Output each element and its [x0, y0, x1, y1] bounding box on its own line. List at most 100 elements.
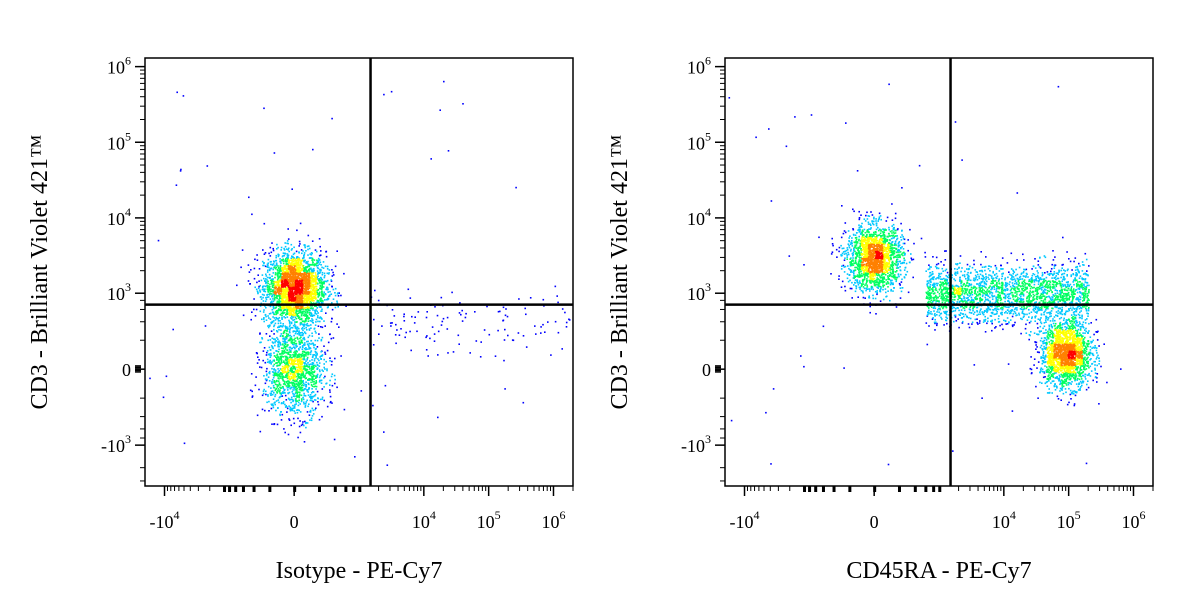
event-dot: [1096, 364, 1098, 367]
event-dot: [312, 314, 315, 317]
event-dot: [303, 362, 305, 364]
event-dot: [294, 403, 296, 406]
event-dot: [281, 280, 283, 282]
event-dot: [249, 283, 251, 285]
event-dot: [307, 296, 310, 298]
event-dot: [457, 334, 460, 337]
event-dot: [300, 314, 303, 316]
event-dot: [277, 355, 279, 358]
event-dot: [297, 354, 299, 356]
event-dot: [337, 306, 339, 308]
event-dot: [318, 238, 321, 240]
event-dot: [1043, 322, 1046, 324]
event-dot: [962, 320, 964, 323]
event-dot: [875, 220, 877, 222]
event-dot: [275, 291, 278, 294]
event-dot: [277, 305, 280, 307]
event-dot: [1071, 381, 1073, 383]
event-dot: [803, 264, 805, 266]
event-dot: [314, 289, 317, 291]
event-dot: [312, 302, 315, 304]
event-dot: [502, 319, 504, 322]
event-dot: [299, 411, 302, 413]
event-dot: [1003, 319, 1005, 322]
event-dot: [846, 273, 849, 275]
event-dot: [316, 316, 319, 319]
y-tick-label: 103: [107, 280, 131, 304]
event-dot: [268, 400, 270, 403]
event-dot: [925, 322, 928, 324]
event-dot: [277, 389, 279, 392]
event-dot: [275, 313, 278, 315]
event-dot: [902, 235, 904, 238]
event-dot: [853, 273, 855, 275]
event-dot: [282, 260, 285, 263]
event-dot: [331, 285, 333, 288]
event-dot: [564, 311, 566, 314]
event-dot: [297, 372, 300, 375]
event-dot: [287, 242, 289, 245]
event-dot: [299, 359, 302, 362]
event-dot: [312, 277, 314, 280]
event-dot: [312, 371, 315, 374]
event-dot: [285, 257, 287, 260]
event-dot: [1025, 268, 1028, 271]
event-dot: [272, 398, 275, 400]
event-dot: [276, 296, 278, 298]
event-dot: [291, 343, 294, 346]
event-dot: [1048, 391, 1051, 394]
event-dot: [299, 307, 302, 309]
event-dot: [931, 318, 934, 320]
event-dot: [818, 236, 820, 239]
event-dot: [961, 322, 964, 324]
event-dot: [314, 339, 317, 342]
event-dot: [269, 335, 271, 337]
event-dot: [280, 249, 282, 251]
event-dot: [266, 351, 268, 354]
event-dot: [302, 306, 305, 309]
event-dot: [1057, 398, 1060, 400]
event-dot: [905, 262, 908, 265]
event-dot: [280, 353, 282, 355]
event-dot: [292, 404, 294, 407]
event-dot: [853, 274, 855, 277]
event-dot: [289, 324, 291, 326]
event-dot: [1042, 376, 1045, 379]
event-dot: [395, 342, 397, 345]
event-dot: [328, 283, 331, 286]
event-dot: [1070, 274, 1073, 276]
event-dot: [284, 317, 287, 319]
event-dot: [291, 266, 293, 268]
event-dot: [316, 259, 318, 261]
event-dot: [313, 346, 315, 349]
event-dot: [267, 376, 270, 378]
event-dot: [1034, 320, 1036, 322]
event-dot: [265, 275, 268, 277]
event-dot: [289, 312, 292, 314]
event-dot: [314, 292, 317, 294]
event-dot: [320, 281, 323, 283]
event-dot: [301, 297, 304, 299]
event-dot: [312, 287, 315, 289]
event-dot: [957, 318, 959, 320]
event-dot: [279, 384, 282, 386]
event-dot: [280, 275, 282, 278]
event-dot: [267, 315, 269, 317]
event-dot: [286, 329, 288, 332]
event-dot: [898, 241, 901, 243]
event-dot: [309, 320, 312, 322]
event-dot: [286, 366, 288, 368]
event-dot: [286, 290, 288, 293]
event-dot: [307, 276, 310, 279]
event-dot: [297, 371, 299, 374]
event-dot: [283, 389, 285, 392]
event-dot: [841, 280, 844, 283]
event-dot: [1096, 373, 1099, 375]
event-dot: [268, 370, 271, 373]
event-dot: [273, 381, 276, 383]
event-dot: [294, 350, 296, 353]
event-dot: [946, 271, 949, 274]
event-dot: [306, 316, 309, 318]
event-dot: [296, 283, 298, 286]
event-dot: [308, 373, 311, 376]
